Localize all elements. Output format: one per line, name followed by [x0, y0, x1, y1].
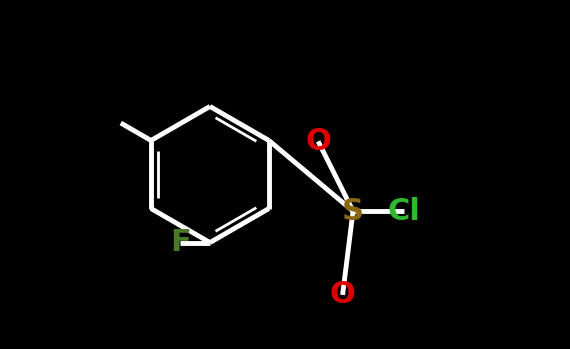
Text: S: S [342, 196, 364, 226]
Text: F: F [170, 228, 191, 257]
Text: O: O [329, 280, 356, 310]
Text: Cl: Cl [387, 196, 420, 226]
Text: O: O [305, 127, 331, 156]
